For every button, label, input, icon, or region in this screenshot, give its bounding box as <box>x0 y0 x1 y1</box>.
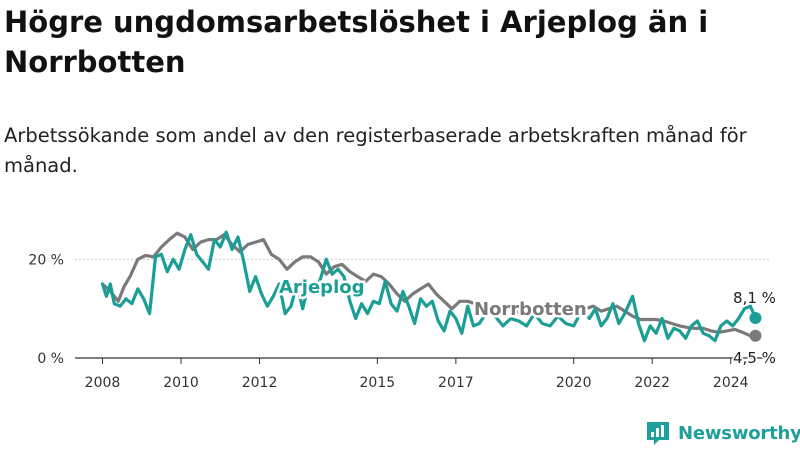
series-labels: Arjeplog Norrbotten 8,1 % 4,5 % <box>277 275 778 369</box>
series-line-norrbotten <box>100 231 758 338</box>
end-label-norrbotten: 4,5 % <box>733 349 776 367</box>
series-label-arjeplog: Arjeplog <box>279 277 365 298</box>
x-tick-label: 2017 <box>438 375 474 391</box>
end-point-arjeplog <box>749 312 762 325</box>
newsworthy-logo-icon <box>647 422 669 445</box>
chart-subtitle: Arbetssökande som andel av den registerb… <box>4 124 747 177</box>
brand-name: Newsworthy <box>678 422 800 444</box>
end-label-arjeplog: 8,1 % <box>733 289 776 307</box>
brand-logo: Newsworthy <box>645 418 800 448</box>
end-point-norrbotten <box>749 329 762 342</box>
x-tick-label: 2024 <box>713 375 749 391</box>
series-line-arjeplog <box>100 230 758 343</box>
y-tick-label: 0 % <box>37 351 64 367</box>
axes: 0 % 20 % 2008 2010 2012 2015 2017 2020 2022 2024 <box>28 252 770 391</box>
series-lines <box>100 230 762 343</box>
x-tick-label: 2020 <box>556 375 592 391</box>
chart-title: Högre ungdomsarbetslöshet i Arjeplog än … <box>4 5 709 79</box>
x-tick-label: 2010 <box>163 375 199 391</box>
x-tick-label: 2022 <box>634 375 670 391</box>
x-tick-label: 2012 <box>242 375 278 391</box>
x-tick-label: 2008 <box>85 375 121 391</box>
x-tick-label: 2015 <box>360 375 396 391</box>
series-label-norrbotten: Norrbotten <box>474 299 587 320</box>
y-tick-label: 20 % <box>28 252 64 268</box>
